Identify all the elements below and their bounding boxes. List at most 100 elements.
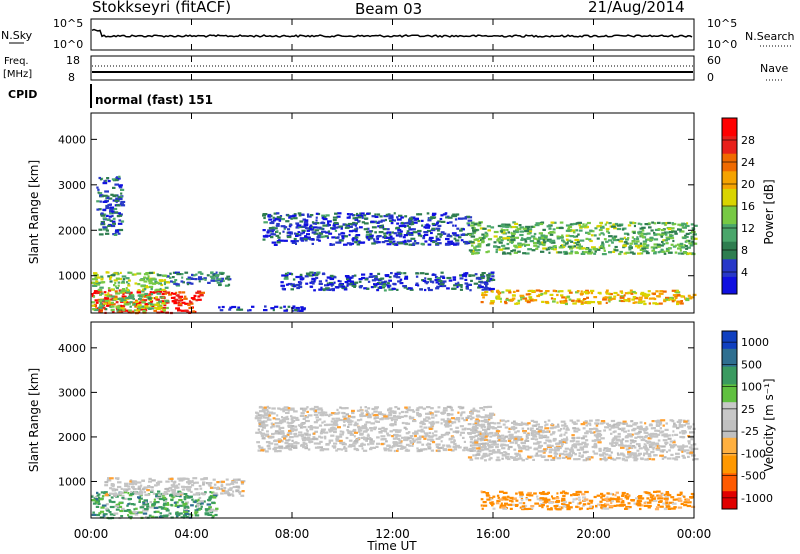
data-cell bbox=[519, 226, 525, 229]
data-cell bbox=[403, 415, 408, 418]
data-cell bbox=[122, 292, 125, 296]
data-cell bbox=[147, 278, 152, 281]
data-cell bbox=[384, 235, 388, 238]
data-cell bbox=[505, 223, 511, 226]
data-cell bbox=[315, 212, 319, 215]
data-cell bbox=[437, 224, 442, 227]
data-cell bbox=[330, 420, 334, 423]
data-cell bbox=[428, 435, 434, 438]
data-cell bbox=[305, 282, 309, 285]
data-cell bbox=[557, 290, 560, 293]
data-cell bbox=[118, 214, 123, 217]
data-cell bbox=[595, 424, 599, 427]
data-cell bbox=[684, 234, 687, 237]
data-cell bbox=[148, 307, 152, 310]
data-cell bbox=[502, 252, 507, 255]
data-cell bbox=[255, 431, 260, 434]
data-cell bbox=[294, 432, 298, 435]
data-cell bbox=[471, 244, 474, 247]
data-cell bbox=[591, 439, 597, 442]
data-cell bbox=[92, 284, 98, 287]
nave-tick-top: 60 bbox=[707, 54, 721, 67]
data-cell bbox=[299, 275, 303, 278]
data-cell bbox=[103, 308, 107, 311]
data-cell bbox=[191, 514, 194, 517]
data-cell bbox=[107, 180, 111, 183]
data-cell bbox=[124, 303, 130, 306]
data-cell bbox=[507, 419, 510, 423]
data-cell bbox=[231, 480, 236, 483]
data-cell bbox=[654, 233, 658, 236]
data-cell bbox=[97, 502, 101, 505]
data-cell bbox=[263, 221, 268, 224]
data-cell bbox=[649, 445, 652, 448]
data-cell bbox=[453, 439, 456, 442]
data-cell bbox=[490, 300, 495, 303]
data-cell bbox=[126, 281, 129, 284]
data-cell bbox=[402, 285, 407, 288]
data-cell bbox=[525, 243, 530, 246]
data-cell bbox=[347, 280, 352, 283]
data-cell bbox=[451, 422, 454, 425]
data-cell bbox=[192, 500, 196, 503]
data-cell bbox=[406, 232, 409, 235]
data-cell bbox=[474, 249, 479, 252]
data-cell bbox=[560, 301, 565, 304]
data-cell bbox=[618, 252, 622, 256]
data-cell bbox=[144, 515, 147, 519]
data-cell bbox=[262, 416, 267, 419]
data-cell bbox=[247, 309, 250, 312]
data-cell bbox=[436, 238, 441, 241]
data-cell bbox=[485, 415, 489, 418]
data-cell bbox=[257, 414, 263, 417]
data-cell bbox=[501, 457, 504, 460]
data-cell bbox=[634, 245, 639, 248]
data-cell bbox=[518, 502, 522, 505]
data-cell bbox=[283, 309, 288, 312]
data-cell bbox=[282, 420, 286, 423]
data-cell bbox=[396, 430, 401, 433]
data-cell bbox=[295, 283, 301, 287]
data-cell bbox=[119, 297, 124, 300]
data-cell bbox=[349, 433, 354, 436]
data-cell bbox=[680, 295, 684, 298]
data-cell bbox=[355, 234, 361, 237]
data-cell bbox=[474, 441, 479, 444]
data-cell bbox=[451, 232, 457, 235]
data-cell bbox=[130, 503, 134, 506]
data-cell bbox=[479, 439, 483, 442]
data-cell bbox=[451, 436, 455, 439]
data-cell bbox=[173, 501, 177, 504]
data-cell bbox=[377, 241, 381, 244]
data-cell bbox=[403, 286, 408, 289]
data-cell bbox=[527, 248, 532, 251]
data-cell bbox=[466, 222, 470, 225]
data-cell bbox=[365, 428, 370, 431]
data-cell bbox=[521, 423, 525, 426]
data-cell bbox=[634, 432, 638, 435]
data-cell bbox=[171, 300, 177, 303]
data-cell bbox=[663, 252, 667, 255]
data-cell bbox=[286, 415, 289, 418]
data-cell bbox=[351, 283, 357, 286]
data-cell bbox=[109, 208, 114, 211]
data-cell bbox=[511, 294, 516, 297]
data-cell bbox=[310, 280, 316, 283]
data-cell bbox=[237, 478, 241, 481]
data-cell bbox=[653, 454, 656, 457]
data-cell bbox=[656, 419, 661, 422]
data-cell bbox=[184, 514, 188, 517]
data-cell bbox=[685, 245, 688, 248]
data-cell bbox=[515, 452, 520, 455]
data-cell bbox=[514, 437, 518, 440]
data-cell bbox=[366, 212, 370, 215]
data-cell bbox=[459, 414, 463, 417]
data-cell bbox=[648, 226, 652, 229]
data-cell bbox=[572, 302, 577, 305]
data-cell bbox=[95, 301, 99, 304]
data-cell bbox=[592, 450, 595, 453]
data-cell bbox=[533, 442, 537, 445]
data-cell bbox=[417, 284, 420, 287]
data-cell bbox=[665, 249, 670, 253]
data-cell bbox=[452, 224, 455, 227]
